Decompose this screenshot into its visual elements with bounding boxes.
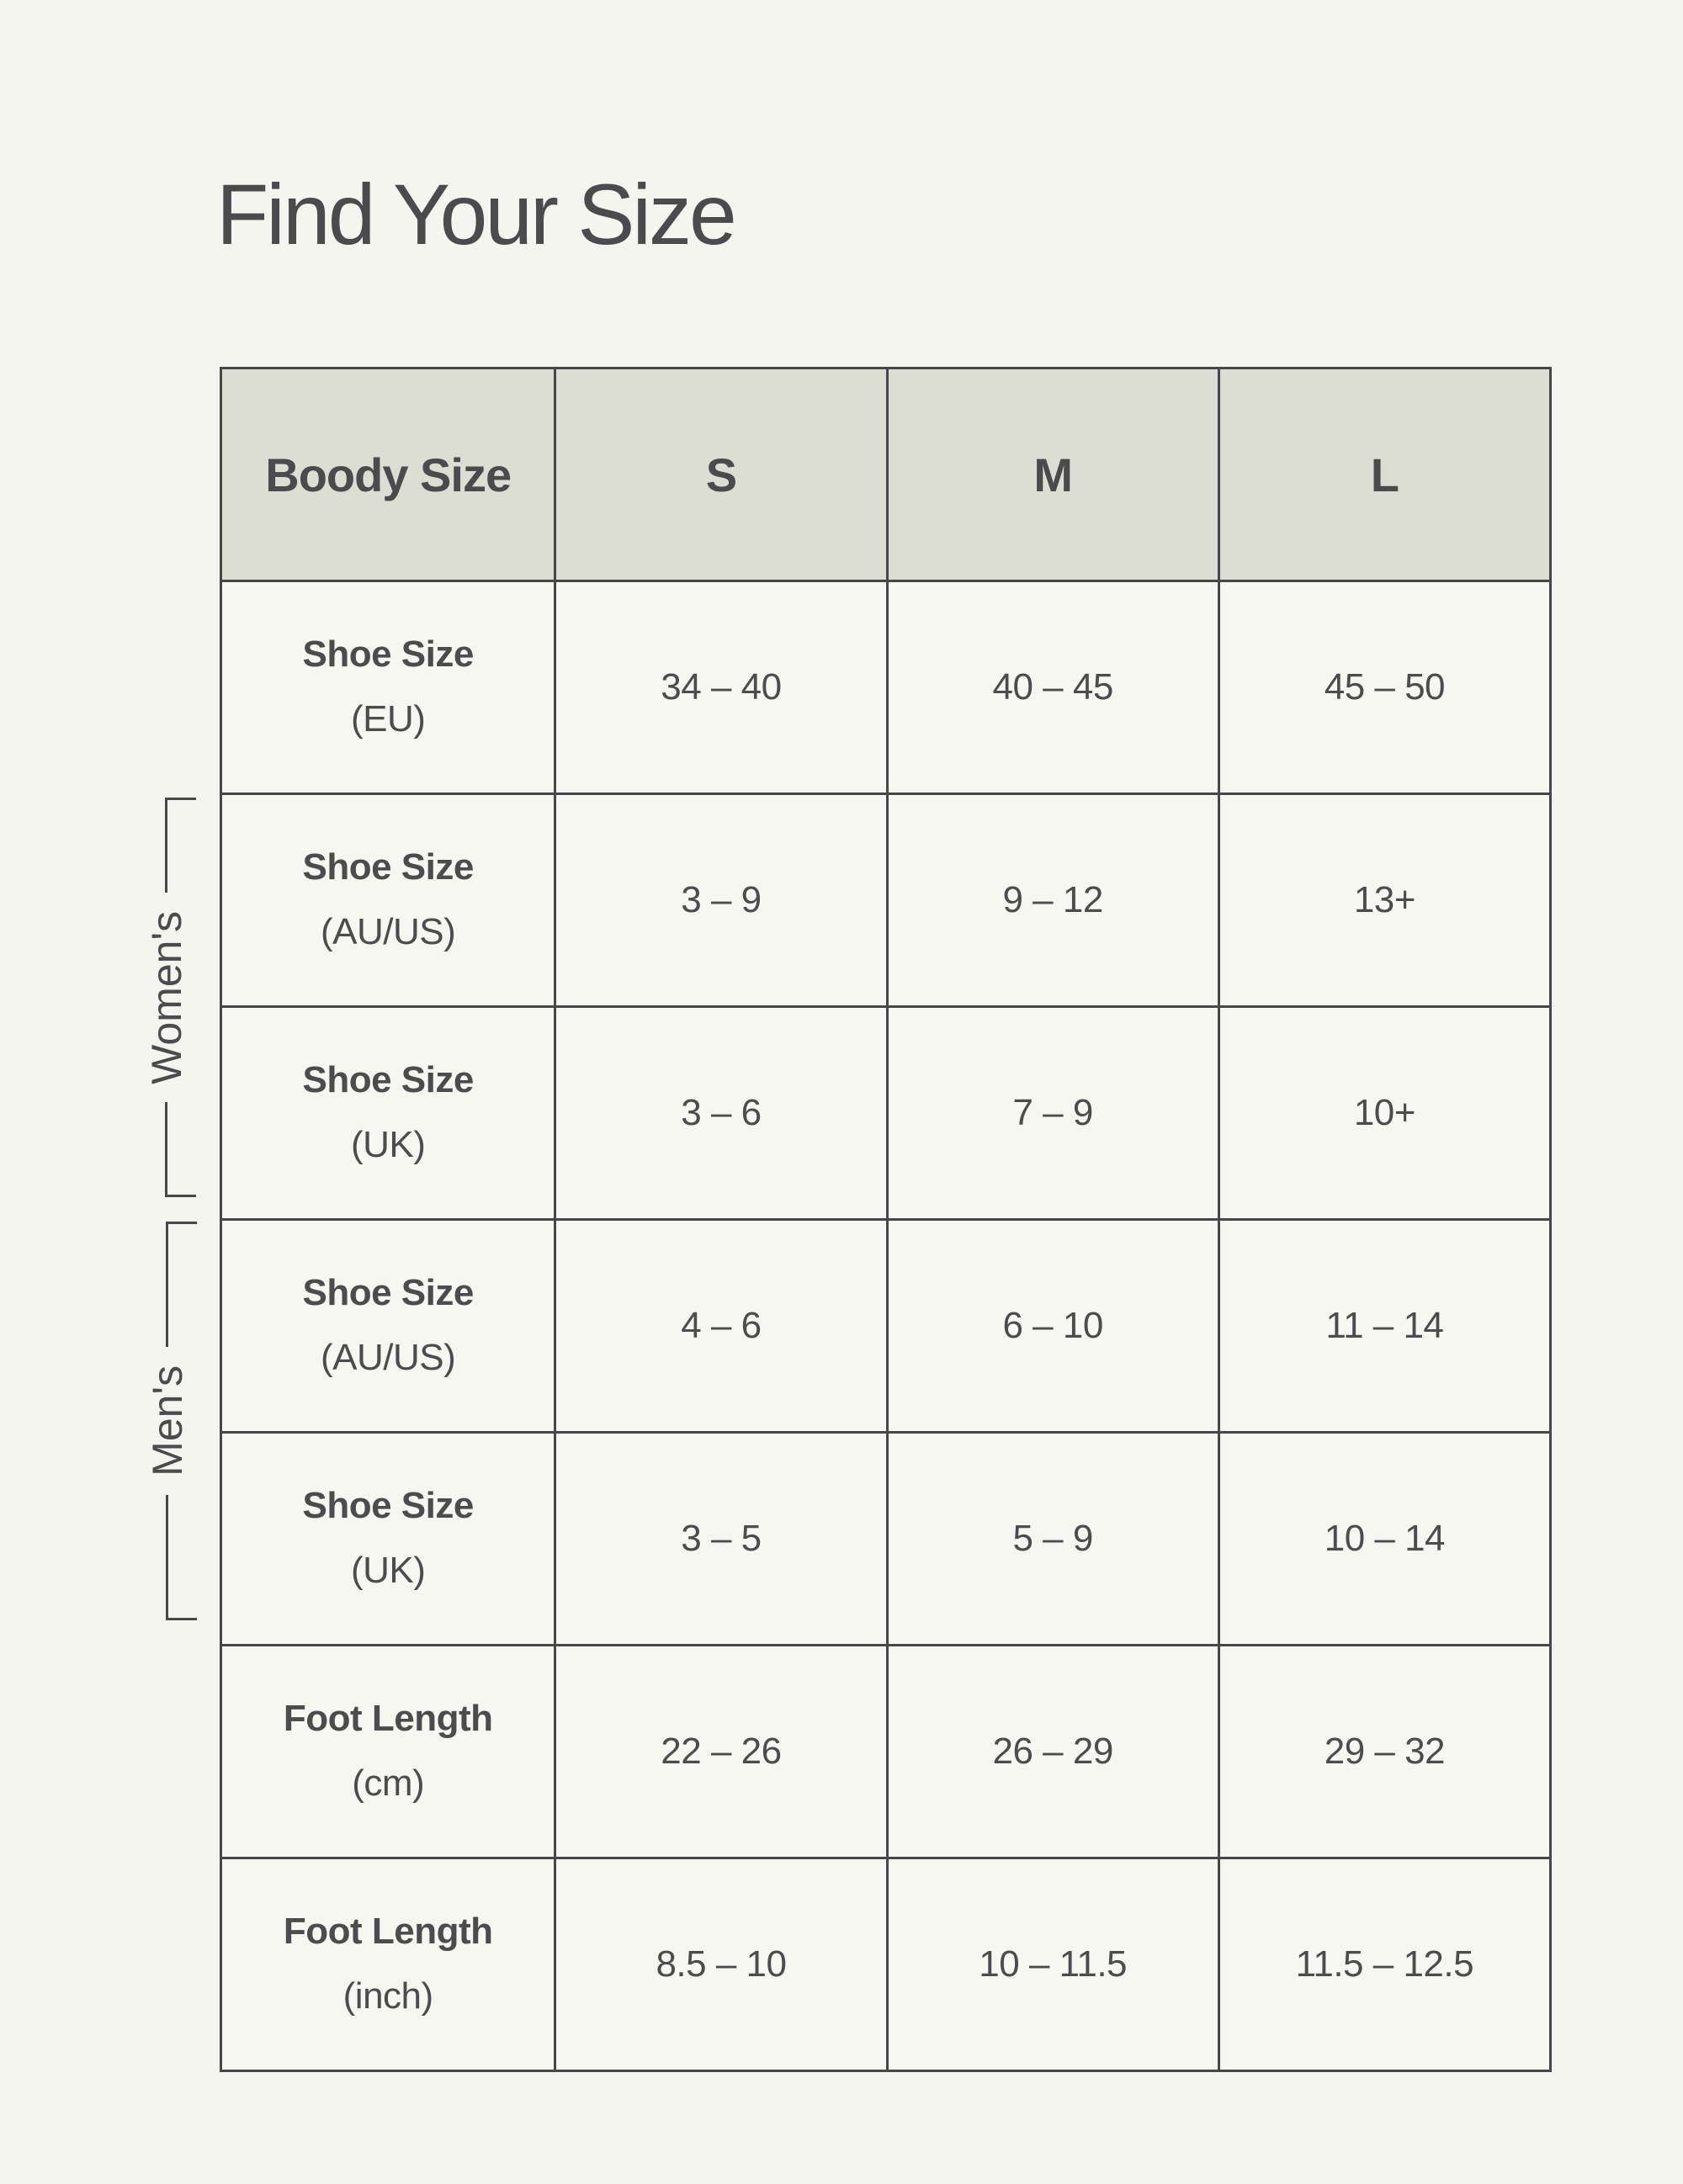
bracket-stem	[165, 800, 167, 893]
row-header: Foot Length (cm)	[219, 1644, 557, 1859]
size-value-cell: 4 – 6	[554, 1218, 889, 1434]
size-value-cell: 26 – 29	[885, 1644, 1220, 1859]
table-row-mens-shoe-size-auus: Shoe Size (AU/US) 4 – 6 6 – 10 11 – 14	[219, 1218, 1553, 1434]
header-size-s: S	[554, 367, 889, 582]
bracket-tick-top	[165, 798, 196, 800]
page-title: Find Your Size	[216, 167, 737, 262]
size-value-cell: 5 – 9	[885, 1431, 1220, 1646]
size-value-cell: 13+	[1217, 792, 1553, 1008]
size-value-cell: 11.5 – 12.5	[1217, 1857, 1553, 2072]
bracket-tick-bottom	[166, 1618, 197, 1620]
row-sublabel: (EU)	[350, 698, 426, 739]
size-value-cell: 10+	[1217, 1005, 1553, 1221]
row-label: Shoe Size	[302, 633, 475, 676]
size-value-cell: 3 – 6	[554, 1005, 889, 1221]
row-header: Shoe Size (UK)	[219, 1005, 557, 1221]
table-row-womens-shoe-size-auus: Shoe Size (AU/US) 3 – 9 9 – 12 13+	[219, 792, 1553, 1008]
size-value-cell: 3 – 9	[554, 792, 889, 1008]
mens-group-bracket: Men's	[144, 1222, 197, 1620]
size-value-cell: 10 – 11.5	[885, 1857, 1220, 2072]
size-table: Boody Size S M L Shoe Size (EU) 34 – 40 …	[219, 367, 1553, 2072]
row-label: Shoe Size	[302, 1485, 475, 1527]
bracket-tick-bottom	[165, 1195, 196, 1198]
header-size-l: L	[1217, 367, 1553, 582]
table-header-row: Boody Size S M L	[219, 367, 1553, 582]
bracket-stem	[166, 1224, 168, 1348]
table-row-mens-shoe-size-uk: Shoe Size (UK) 3 – 5 5 – 9 10 – 14	[219, 1431, 1553, 1646]
row-sublabel: (inch)	[342, 1975, 434, 2017]
row-header: Shoe Size (UK)	[219, 1431, 557, 1646]
size-value-cell: 22 – 26	[554, 1644, 889, 1859]
row-label: Shoe Size	[302, 1059, 475, 1101]
row-sublabel: (UK)	[350, 1550, 426, 1591]
size-value-cell: 7 – 9	[885, 1005, 1220, 1221]
row-header: Shoe Size (AU/US)	[219, 1218, 557, 1434]
size-value-cell: 9 – 12	[885, 792, 1220, 1008]
header-boody-size: Boody Size	[219, 367, 557, 582]
row-header: Shoe Size (AU/US)	[219, 792, 557, 1008]
womens-group-label: Women's	[143, 910, 190, 1084]
size-value-cell: 6 – 10	[885, 1218, 1220, 1434]
row-sublabel: (cm)	[352, 1763, 425, 1804]
table-row-shoe-size-eu: Shoe Size (EU) 34 – 40 40 – 45 45 – 50	[219, 580, 1553, 795]
bracket-stem	[166, 1494, 168, 1618]
table-row-womens-shoe-size-uk: Shoe Size (UK) 3 – 6 7 – 9 10+	[219, 1005, 1553, 1221]
size-value-cell: 40 – 45	[885, 580, 1220, 795]
mens-group-label: Men's	[144, 1365, 191, 1476]
size-value-cell: 3 – 5	[554, 1431, 889, 1646]
row-header: Foot Length (inch)	[219, 1857, 557, 2072]
size-value-cell: 34 – 40	[554, 580, 889, 795]
size-value-cell: 10 – 14	[1217, 1431, 1553, 1646]
size-value-cell: 29 – 32	[1217, 1644, 1553, 1859]
womens-group-bracket: Women's	[143, 798, 196, 1198]
row-header: Shoe Size (EU)	[219, 580, 557, 795]
header-size-m: M	[885, 367, 1220, 582]
bracket-stem	[165, 1102, 167, 1195]
row-sublabel: (AU/US)	[321, 911, 456, 952]
bracket-tick-top	[166, 1222, 197, 1224]
size-value-cell: 8.5 – 10	[554, 1857, 889, 2072]
row-sublabel: (AU/US)	[321, 1337, 456, 1378]
row-label: Shoe Size	[302, 1272, 475, 1314]
row-label: Foot Length	[283, 1911, 493, 1953]
row-sublabel: (UK)	[350, 1124, 426, 1165]
size-value-cell: 11 – 14	[1217, 1218, 1553, 1434]
row-label: Shoe Size	[302, 846, 475, 888]
row-label: Foot Length	[283, 1698, 493, 1740]
table-row-foot-length-inch: Foot Length (inch) 8.5 – 10 10 – 11.5 11…	[219, 1857, 1553, 2072]
table-row-foot-length-cm: Foot Length (cm) 22 – 26 26 – 29 29 – 32	[219, 1644, 1553, 1859]
size-value-cell: 45 – 50	[1217, 580, 1553, 795]
